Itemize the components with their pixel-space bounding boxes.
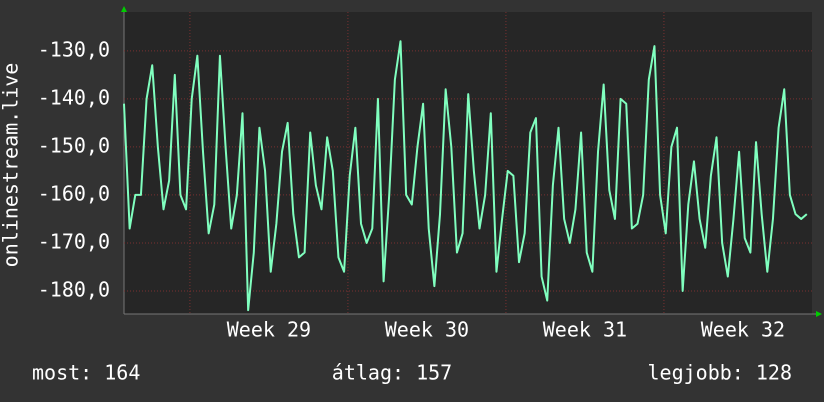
axis-arrow bbox=[121, 6, 127, 12]
x-tick-label: Week 32 bbox=[701, 318, 785, 342]
y-tick-label: -140,0 bbox=[38, 85, 110, 109]
y-tick-label: -160,0 bbox=[38, 181, 110, 205]
x-tick-label: Week 31 bbox=[543, 318, 627, 342]
y-tick-label: -150,0 bbox=[38, 133, 110, 157]
x-tick-label: Week 29 bbox=[227, 318, 311, 342]
footer-text: legjobb: 128 bbox=[648, 361, 793, 385]
data-line bbox=[123, 40, 808, 312]
y-tick-label: -180,0 bbox=[38, 277, 110, 301]
footer-text: most: 164 bbox=[32, 361, 140, 385]
y-axis-label: onlinestream.live bbox=[0, 63, 23, 268]
x-tick-label: Week 30 bbox=[385, 318, 469, 342]
axis-arrow bbox=[816, 311, 822, 317]
footer-text: átlag: 157 bbox=[332, 361, 452, 385]
y-tick-label: -130,0 bbox=[38, 37, 110, 61]
y-tick-label: -170,0 bbox=[38, 229, 110, 253]
